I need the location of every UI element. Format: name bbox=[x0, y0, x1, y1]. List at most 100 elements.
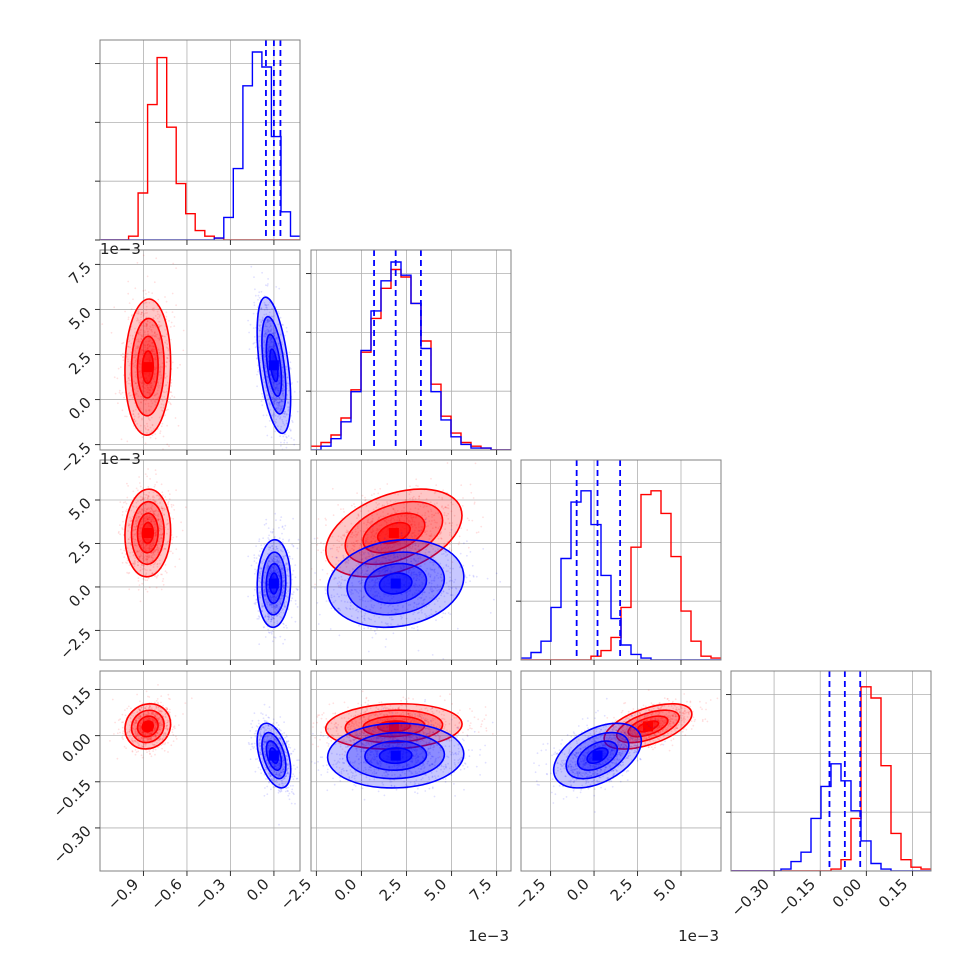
scatter-point bbox=[161, 422, 164, 425]
scatter-point bbox=[161, 366, 164, 369]
scatter-point bbox=[146, 333, 149, 336]
scatter-point bbox=[164, 296, 166, 298]
scatter-point bbox=[155, 586, 158, 589]
scatter-point bbox=[127, 392, 130, 395]
scatter-point bbox=[144, 574, 147, 577]
scatter-point bbox=[274, 349, 277, 351]
scatter-point bbox=[132, 409, 135, 412]
scatter-point bbox=[471, 519, 474, 522]
y-tick-label: 2.5 bbox=[65, 538, 95, 568]
scatter-point bbox=[124, 310, 126, 313]
scatter-point bbox=[154, 394, 156, 397]
scatter-point bbox=[376, 539, 379, 541]
scatter-point bbox=[142, 315, 145, 318]
scatter-point bbox=[137, 413, 140, 416]
scatter-point bbox=[257, 335, 260, 338]
scatter-point bbox=[128, 302, 131, 304]
scatter-point bbox=[134, 355, 137, 357]
scatter-point bbox=[144, 344, 147, 346]
scatter-point bbox=[164, 414, 166, 417]
scatter-point bbox=[147, 518, 150, 521]
scatter-point bbox=[145, 557, 148, 560]
scatter-point bbox=[131, 314, 134, 316]
scatter-point bbox=[150, 548, 153, 550]
scatter-point bbox=[277, 342, 280, 345]
scatter-point bbox=[141, 311, 143, 314]
scatter-point bbox=[158, 542, 161, 545]
scatter-point bbox=[277, 415, 279, 418]
scatter-point bbox=[141, 582, 144, 585]
scatter-point bbox=[149, 419, 151, 421]
scatter-point bbox=[276, 404, 279, 407]
scatter-point bbox=[146, 387, 149, 389]
scatter-point bbox=[134, 534, 136, 536]
scatter-point bbox=[134, 528, 137, 531]
scatter-point bbox=[353, 503, 355, 505]
scatter-point bbox=[268, 402, 271, 405]
scatter-point bbox=[147, 343, 150, 346]
scatter-point bbox=[272, 414, 275, 416]
scatter-point bbox=[141, 354, 144, 356]
scatter-point bbox=[151, 345, 154, 348]
scatter-point bbox=[317, 518, 320, 520]
scatter-point bbox=[252, 327, 255, 329]
scatter-point bbox=[260, 290, 263, 293]
scatter-point bbox=[281, 407, 284, 410]
scatter-point bbox=[270, 329, 272, 331]
scatter-point bbox=[247, 595, 250, 598]
scatter-point bbox=[148, 408, 151, 411]
scatter-point bbox=[145, 324, 148, 326]
scatter-point bbox=[473, 501, 476, 504]
scatter-point bbox=[151, 352, 154, 355]
scatter-point bbox=[277, 402, 280, 404]
scatter-point bbox=[151, 324, 154, 327]
scatter-point bbox=[275, 401, 278, 404]
scatter-point bbox=[160, 406, 162, 409]
scatter-point bbox=[180, 521, 183, 524]
scatter-point bbox=[132, 413, 135, 416]
scatter-point bbox=[135, 360, 138, 363]
scatter-point bbox=[287, 400, 289, 403]
scatter-point bbox=[172, 504, 175, 507]
scatter-point bbox=[265, 522, 268, 525]
scatter-point bbox=[132, 535, 135, 538]
scatter-point bbox=[150, 342, 153, 344]
scatter-point bbox=[278, 410, 281, 413]
scatter-point bbox=[141, 352, 144, 355]
scatter-point bbox=[266, 320, 269, 323]
scatter-point bbox=[278, 414, 281, 417]
scatter-point bbox=[264, 367, 267, 370]
scatter-point bbox=[151, 335, 154, 338]
scatter-point bbox=[160, 376, 163, 379]
scatter-point bbox=[268, 538, 270, 541]
scatter-point bbox=[136, 347, 139, 350]
scatter-point bbox=[141, 523, 144, 525]
scatter-point bbox=[144, 518, 146, 520]
scatter-point bbox=[160, 534, 163, 537]
scatter-point bbox=[279, 519, 282, 522]
scatter-point bbox=[160, 351, 163, 354]
scatter-point bbox=[127, 382, 130, 385]
scatter-point bbox=[138, 535, 140, 538]
scatter-point bbox=[356, 492, 358, 494]
scatter-point bbox=[132, 490, 135, 493]
scatter-point bbox=[282, 422, 285, 425]
scatter-point bbox=[128, 523, 130, 525]
scatter-point bbox=[253, 560, 256, 563]
scatter-point bbox=[164, 364, 167, 367]
scatter-point bbox=[141, 417, 144, 420]
scatter-point bbox=[118, 530, 120, 533]
scatter-point bbox=[278, 402, 281, 404]
scatter-point bbox=[161, 573, 163, 576]
scatter-point bbox=[254, 294, 257, 297]
scatter-point bbox=[262, 349, 265, 352]
scatter-point bbox=[142, 385, 144, 387]
scatter-point bbox=[277, 407, 280, 410]
scatter-point bbox=[147, 555, 150, 558]
scatter-point bbox=[143, 312, 146, 315]
scatter-point bbox=[139, 566, 142, 569]
scatter-point bbox=[134, 353, 136, 355]
scatter-point bbox=[132, 554, 135, 557]
scatter-point bbox=[120, 438, 123, 441]
scatter-point bbox=[346, 546, 349, 548]
